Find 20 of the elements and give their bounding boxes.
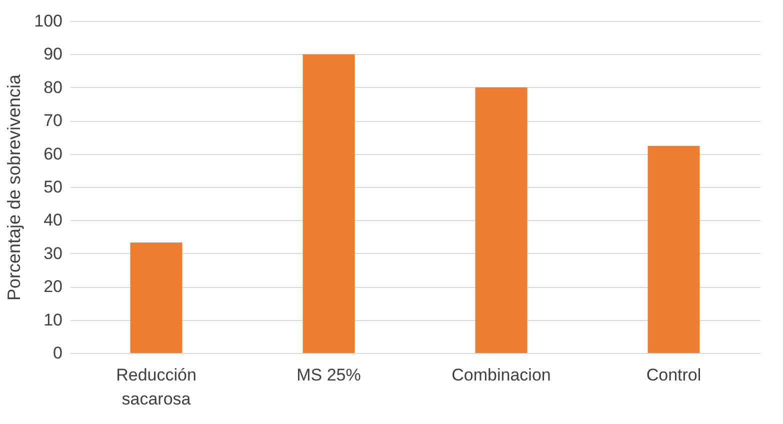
- y-tick-label: 10: [44, 310, 62, 330]
- bar: [130, 242, 182, 353]
- y-tick-label: 20: [44, 277, 62, 296]
- x-tick-label: Control: [646, 366, 702, 384]
- y-tick-label: 80: [44, 78, 62, 97]
- x-tick-label: Combinacion: [452, 366, 551, 384]
- y-axis-title: Porcentaje de sobrevivencia: [4, 73, 24, 301]
- y-tick-label: 70: [44, 111, 62, 130]
- y-tick-label: 100: [34, 12, 62, 30]
- x-tick-label: Reducción sacarosa: [116, 366, 196, 408]
- x-tick-label: MS 25%: [296, 366, 361, 384]
- bar: [648, 146, 700, 353]
- y-tick-label: 60: [44, 144, 62, 164]
- y-tick-label: 90: [44, 44, 62, 64]
- y-tick-label: 30: [44, 244, 62, 263]
- y-tick-label: 50: [44, 178, 62, 196]
- bar: [302, 54, 355, 353]
- bar: [475, 87, 528, 353]
- y-tick-label: 0: [53, 344, 62, 362]
- y-tick-label: 40: [44, 210, 62, 230]
